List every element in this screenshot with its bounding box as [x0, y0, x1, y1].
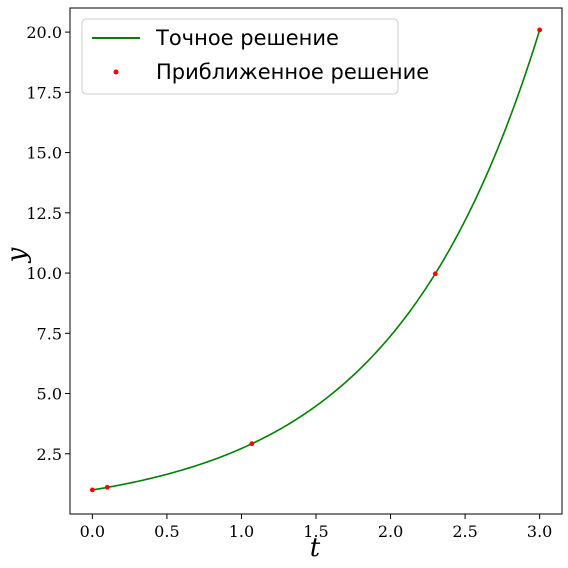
y-tick-label: 2.5 [37, 445, 62, 464]
legend-exact-label: Точное решение [155, 26, 339, 50]
approx-solution-point [249, 441, 254, 446]
y-axis-label: y [2, 247, 32, 263]
y-tick-label: 10.0 [26, 264, 62, 283]
y-tick-label: 12.5 [26, 204, 62, 223]
legend-approx-label: Приближенное решение [156, 60, 429, 84]
x-axis-label: t [310, 533, 321, 563]
y-tick-label: 20.0 [26, 23, 62, 42]
legend-approx-marker-swatch [114, 70, 119, 75]
x-tick-label: 2.5 [452, 522, 477, 541]
approx-solution-point [433, 271, 438, 276]
y-axis-ticks: 2.5 5.0 7.5 10.0 12.5 15.0 17.5 20.0 [26, 23, 70, 464]
x-tick-label: 0.5 [154, 522, 179, 541]
approx-solution-point [90, 488, 95, 493]
x-tick-label: 2.0 [378, 522, 403, 541]
legend: Точное решение Приближенное решение [82, 19, 429, 94]
y-tick-label: 15.0 [26, 144, 62, 163]
x-tick-label: 1.0 [229, 522, 254, 541]
y-tick-label: 5.0 [37, 385, 62, 404]
y-tick-label: 7.5 [37, 324, 62, 343]
x-tick-label: 3.0 [527, 522, 552, 541]
x-tick-label: 0.0 [80, 522, 105, 541]
approx-solution-point [537, 28, 542, 33]
y-tick-label: 17.5 [26, 83, 62, 102]
approx-solution-point [105, 485, 110, 490]
